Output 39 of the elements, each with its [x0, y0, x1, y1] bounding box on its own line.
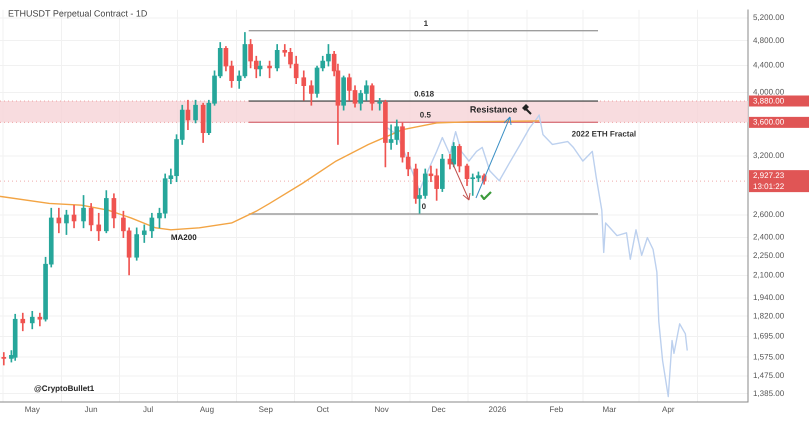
x-tick-label: Feb: [549, 405, 564, 414]
y-tick-label: 4,000.00: [753, 88, 785, 97]
x-tick-label: Dec: [431, 405, 446, 414]
x-tick-label: Apr: [662, 405, 675, 414]
x-tick-label: Aug: [200, 405, 214, 414]
annotation: 0.618: [414, 89, 435, 98]
y-tick-label: 1,940.00: [753, 293, 785, 302]
chart-title: ETHUSDT Perpetual Contract - 1D: [8, 8, 148, 18]
x-tick-label: Jun: [84, 405, 98, 414]
annotation: 0: [422, 202, 427, 212]
x-tick-label: May: [24, 405, 40, 414]
annotation: 2022 ETH Fractal: [572, 130, 636, 139]
ref-line-label: 2,927.23 13:01:22: [753, 170, 785, 191]
y-tick-label: 5,200.00: [753, 13, 785, 22]
x-tick-label: 2026: [488, 405, 507, 414]
ref-line-label: 3,880.00: [753, 96, 785, 106]
x-tick-label: Jul: [142, 405, 154, 414]
band-label: Resistance: [470, 104, 518, 115]
annotation: 1: [424, 18, 429, 28]
annotation: @CryptoBullet1: [34, 384, 94, 393]
y-tick-label: 2,600.00: [753, 210, 785, 219]
y-tick-label: 3,200.00: [753, 150, 785, 160]
x-tick-label: Oct: [316, 405, 330, 414]
ref-line-label: 3,600.00: [753, 118, 785, 127]
y-tick-label: 1,695.00: [753, 332, 785, 341]
series-label: MA200: [170, 233, 198, 242]
annotation: 0.5: [420, 110, 432, 120]
y-tick-label: 1,385.00: [753, 388, 785, 398]
y-tick-label: 1,820.00: [753, 311, 785, 320]
y-tick-label: 2,100.00: [753, 270, 785, 280]
y-tick-label: 1,575.00: [753, 352, 785, 362]
y-tick-label: 1,475.00: [753, 370, 785, 380]
x-tick-label: Nov: [374, 405, 389, 414]
y-tick-label: 4,400.00: [753, 60, 785, 70]
y-tick-label: 4,800.00: [753, 36, 785, 45]
y-tick-label: 2,400.00: [753, 232, 785, 242]
y-tick-label: 2,250.00: [753, 251, 785, 260]
x-tick-label: Sep: [258, 405, 274, 414]
x-tick-label: Mar: [602, 405, 617, 414]
